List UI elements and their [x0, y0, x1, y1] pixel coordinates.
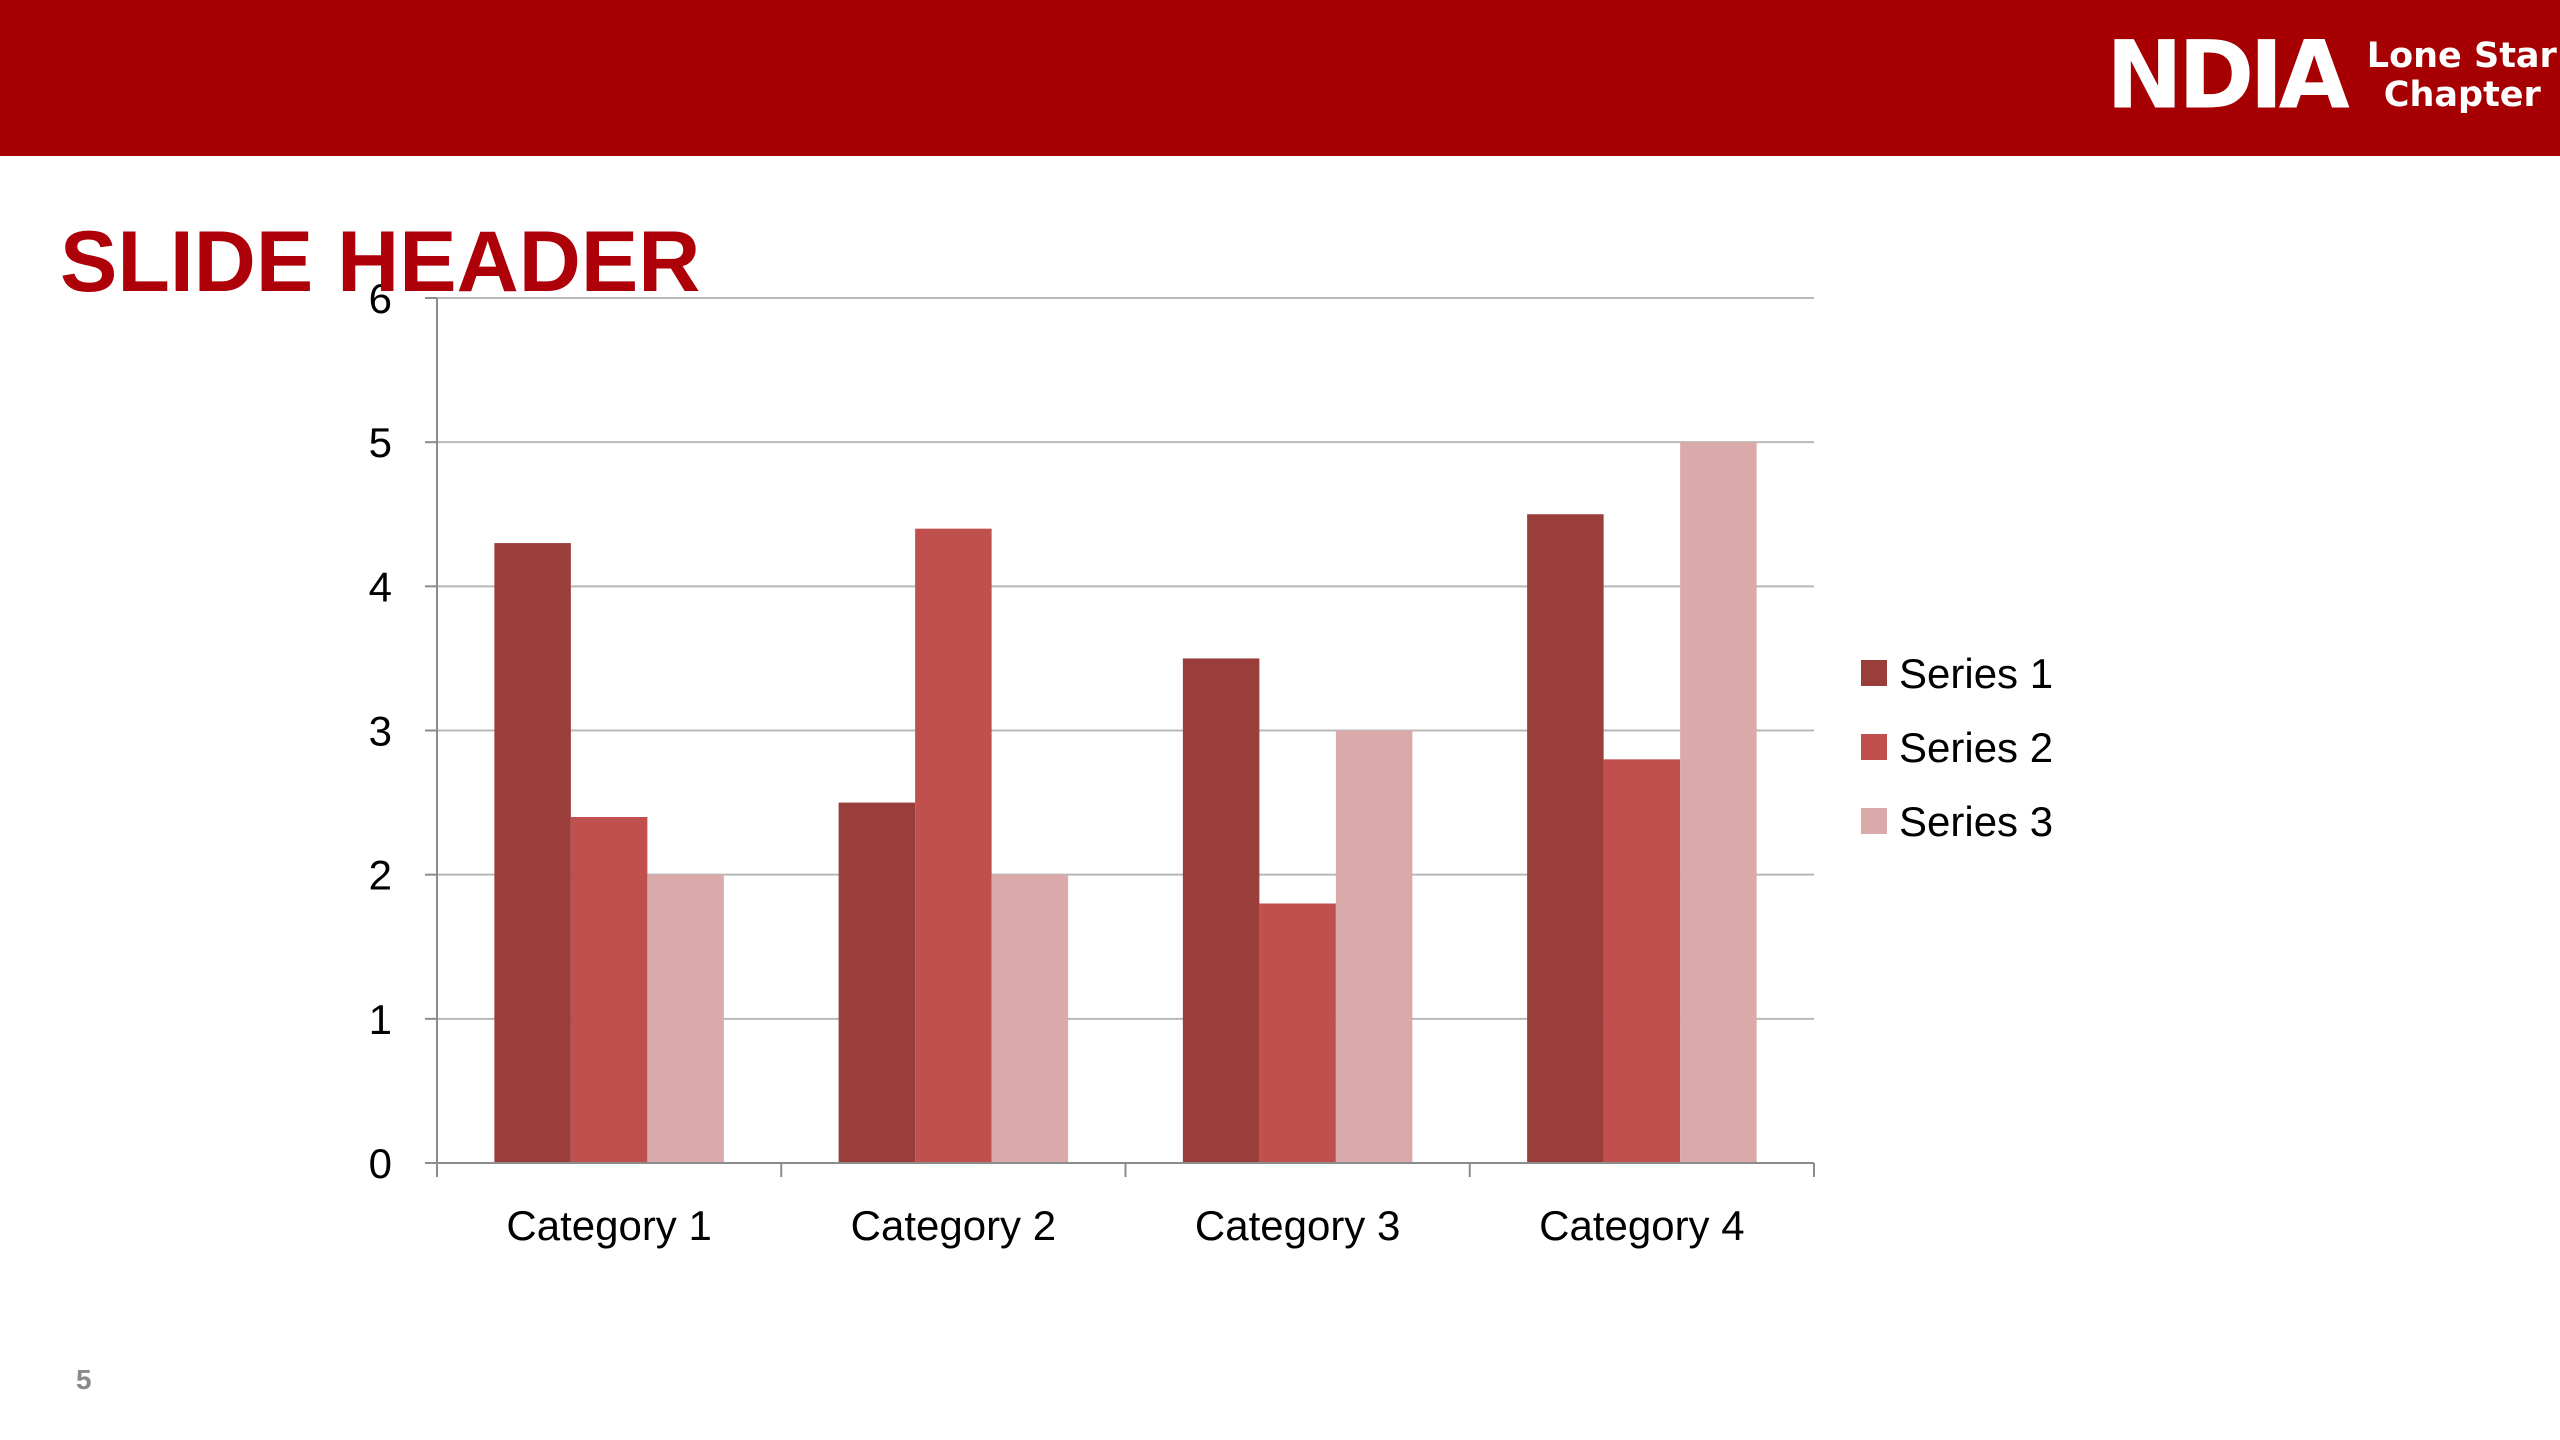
bar [1182, 658, 1260, 1163]
x-tick-label: Category 4 [1539, 1202, 1744, 1249]
logo-mark: NDIA [2106, 20, 2350, 131]
bar [494, 543, 571, 1163]
axes: 0 1 2 3 4 5 6 Category 1 Category 2 Category 3 Cat… [369, 275, 1815, 1249]
bar [1335, 730, 1413, 1163]
legend-swatch [1861, 660, 1887, 686]
slide-title: SLIDE HEADER [60, 214, 701, 310]
logo-subtitle: Lone Star Chapter [2367, 37, 2557, 115]
y-tick-label: 0 [369, 1140, 392, 1187]
ndia-logo: NDIA Lone Star Chapter [2106, 20, 2557, 131]
legend-swatch [1861, 808, 1887, 834]
legend-label: Series 1 [1899, 650, 2053, 697]
y-tick-label: 3 [369, 708, 392, 755]
bar [838, 802, 916, 1163]
x-tick-label: Category 2 [851, 1202, 1056, 1249]
legend-label: Series 2 [1899, 724, 2053, 771]
bar [1527, 514, 1604, 1163]
logo-line-2: Chapter [2383, 75, 2541, 115]
y-tick-label: 4 [369, 563, 392, 610]
bars [494, 442, 1757, 1164]
legend: Series 1 Series 2 Series 3 [1861, 650, 2053, 845]
legend-label: Series 3 [1899, 798, 2053, 845]
y-tick-label: 5 [369, 419, 392, 466]
bar [1680, 442, 1757, 1164]
y-tick-label: 6 [369, 275, 392, 322]
x-tick-label: Category 1 [506, 1202, 711, 1249]
bar [1603, 759, 1681, 1163]
y-tick-label: 1 [369, 996, 392, 1043]
logo-line-1: Lone Star [2366, 36, 2557, 76]
bar [570, 817, 648, 1163]
bar [991, 874, 1069, 1163]
y-tick-label: 2 [369, 852, 392, 899]
page-number: 5 [76, 1364, 92, 1395]
bar [647, 874, 724, 1163]
bar [915, 528, 992, 1163]
legend-swatch [1861, 734, 1887, 760]
x-tick-label: Category 3 [1195, 1202, 1400, 1249]
header-bar: NDIA Lone Star Chapter [0, 0, 2560, 156]
bar [1259, 903, 1336, 1163]
